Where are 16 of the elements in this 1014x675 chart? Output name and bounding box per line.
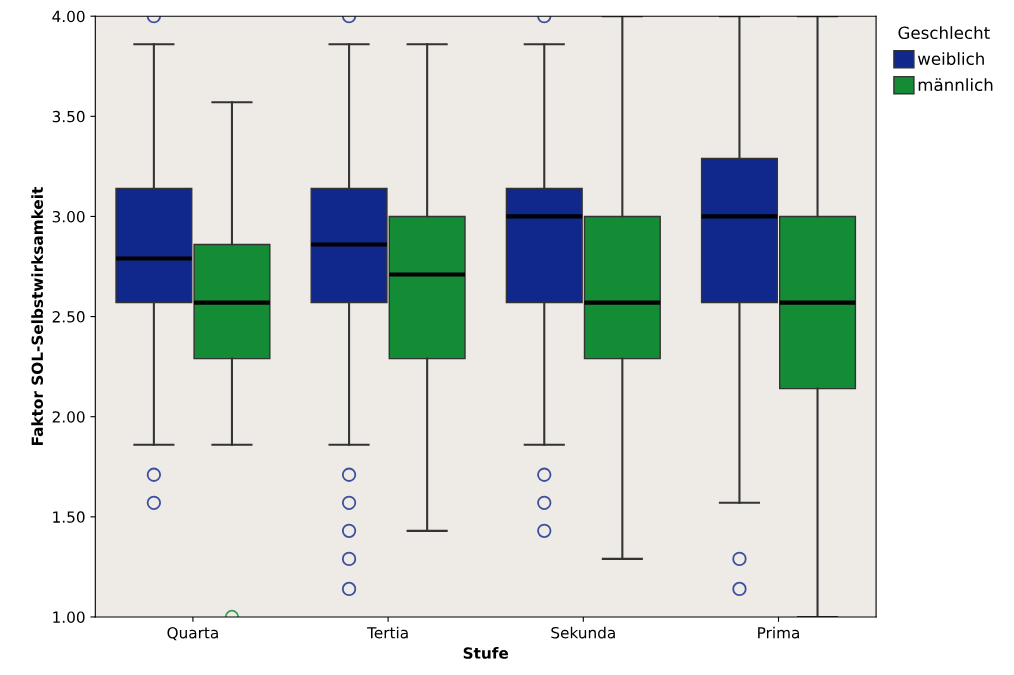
legend-label: männlich bbox=[918, 78, 993, 92]
y-tick-label: 3.00 bbox=[52, 210, 85, 223]
y-tick-label: 3.50 bbox=[52, 110, 85, 123]
x-tick-label: Tertia bbox=[367, 626, 408, 639]
x-tick-label: Quarta bbox=[167, 626, 218, 641]
y-tick-label: 2.00 bbox=[52, 411, 85, 423]
y-tick-label: 4.00 bbox=[52, 10, 85, 23]
y-tick-label: 1.00 bbox=[53, 611, 85, 623]
x-tick-label: Sekunda bbox=[551, 626, 615, 639]
y-axis-title: Faktor SOL-Selbstwirksamkeit bbox=[31, 187, 44, 446]
y-tick-label: 2.50 bbox=[52, 311, 85, 323]
legend-title: Geschlecht bbox=[898, 26, 990, 40]
x-tick-label: Prima bbox=[758, 626, 799, 639]
y-tick-label: 1.50 bbox=[53, 511, 85, 523]
legend-label: weiblich bbox=[917, 52, 984, 66]
x-axis-title: Stufe bbox=[463, 647, 509, 659]
